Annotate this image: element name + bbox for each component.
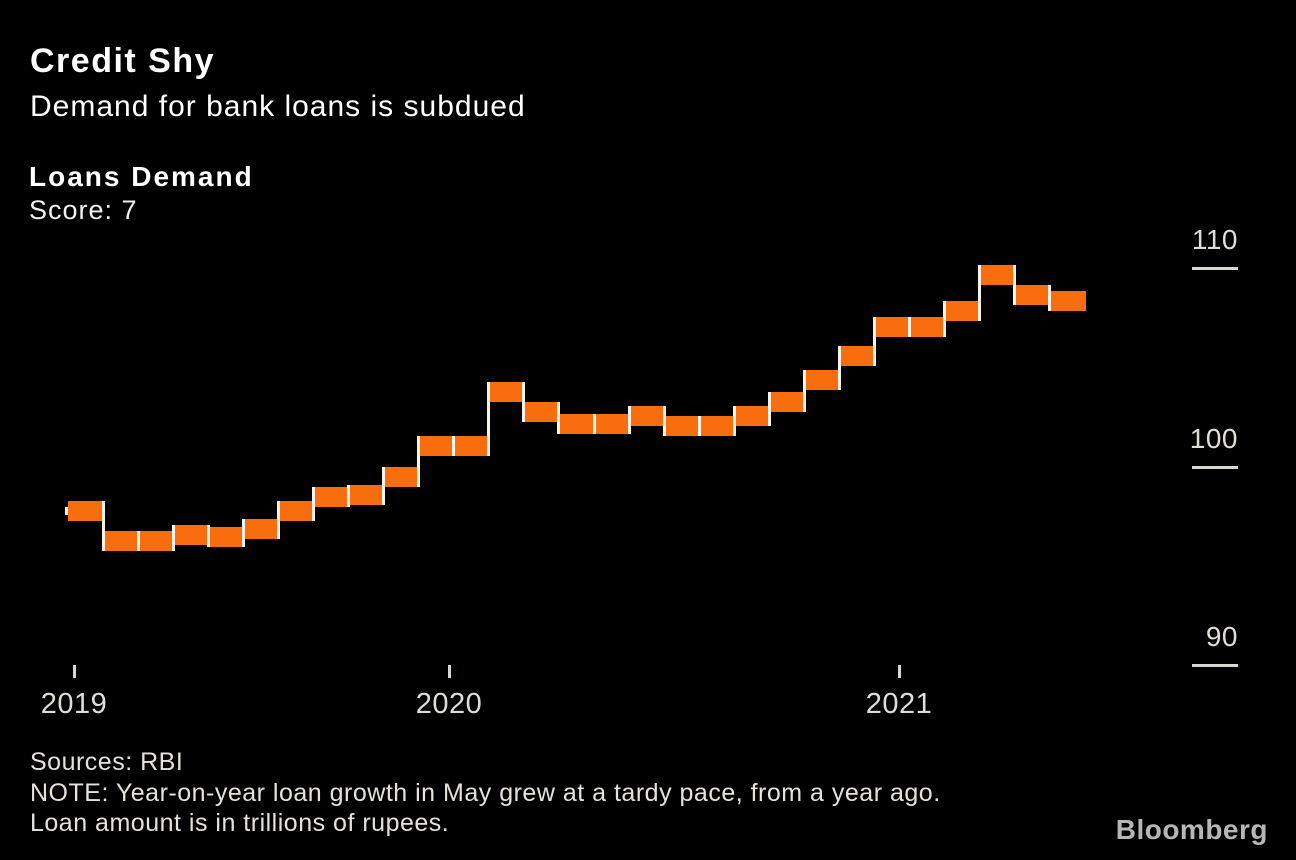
legend-score-value: Score: 7 bbox=[29, 195, 138, 225]
y-axis-label: 90 bbox=[1205, 621, 1238, 652]
bar-segment bbox=[173, 524, 210, 545]
step-connector bbox=[136, 530, 140, 551]
x-axis-label: 2019 bbox=[40, 688, 108, 720]
bar-segment bbox=[979, 264, 1016, 285]
bar-segment bbox=[313, 487, 350, 508]
step-connector bbox=[1048, 284, 1052, 311]
step-connector bbox=[347, 485, 351, 508]
step-connector bbox=[732, 405, 736, 436]
step-connector bbox=[206, 524, 210, 547]
legend-series-label: Loans Demand bbox=[29, 161, 254, 192]
bar-segment bbox=[909, 316, 946, 337]
bar-segment bbox=[453, 435, 490, 456]
bar-segment bbox=[699, 415, 736, 436]
step-connector bbox=[802, 370, 806, 412]
step-connector bbox=[978, 264, 982, 321]
bar-segment bbox=[769, 391, 806, 412]
x-axis-tick bbox=[72, 665, 76, 678]
step-connector bbox=[908, 316, 912, 337]
bar-segment bbox=[594, 413, 630, 434]
step-connector bbox=[627, 405, 631, 434]
y-axis-tick bbox=[1192, 465, 1238, 469]
x-axis-label: 2021 bbox=[865, 688, 933, 720]
step-connector bbox=[382, 467, 386, 506]
step-connector bbox=[487, 382, 491, 456]
y-axis-tick bbox=[1192, 267, 1238, 270]
step-connector bbox=[592, 413, 596, 434]
bar-segment bbox=[383, 467, 420, 488]
step-connector bbox=[452, 435, 456, 456]
step-connector bbox=[943, 300, 947, 337]
step-connector bbox=[557, 401, 561, 434]
bar-segment bbox=[1049, 290, 1086, 311]
step-connector bbox=[767, 391, 771, 426]
bar-segment bbox=[558, 413, 595, 434]
bar-segment bbox=[418, 435, 455, 456]
step-connector bbox=[171, 524, 175, 551]
footnote-line-1: NOTE: Year-on-year loan growth in May gr… bbox=[30, 779, 941, 807]
y-axis-tick bbox=[1192, 664, 1238, 667]
x-axis-tick bbox=[447, 665, 451, 678]
bar-segment bbox=[523, 401, 560, 422]
footnote-line-2: Loan amount is in trillions of rupees. bbox=[30, 809, 450, 837]
step-connector bbox=[662, 405, 666, 436]
bar-segment bbox=[804, 370, 841, 391]
step-connector bbox=[101, 501, 105, 551]
step-connector bbox=[1013, 264, 1017, 305]
step-connector bbox=[241, 519, 245, 547]
bar-segment bbox=[944, 300, 981, 321]
page-title: Credit Shy bbox=[30, 42, 216, 80]
x-axis-label: 2020 bbox=[415, 688, 483, 720]
step-connector bbox=[311, 487, 315, 522]
bar-segment bbox=[68, 501, 104, 522]
bar-segment bbox=[734, 405, 771, 426]
series-start-connector bbox=[65, 507, 68, 516]
page-subtitle: Demand for bank loans is subdued bbox=[30, 90, 526, 123]
sources-text: Sources: RBI bbox=[30, 748, 184, 776]
bar-segment bbox=[1014, 284, 1051, 305]
step-connector bbox=[873, 316, 877, 367]
bar-segment bbox=[278, 501, 315, 522]
bar-segment bbox=[629, 405, 665, 426]
step-connector bbox=[522, 382, 526, 422]
bar-segment bbox=[138, 530, 174, 551]
bar-segment bbox=[664, 415, 701, 436]
step-connector bbox=[697, 415, 701, 436]
bar-segment bbox=[103, 530, 139, 551]
y-axis-label: 100 bbox=[1189, 422, 1238, 454]
bloomberg-logo: Bloomberg bbox=[1115, 814, 1268, 845]
step-connector bbox=[417, 435, 421, 488]
step-connector bbox=[838, 346, 842, 391]
step-connector bbox=[276, 501, 280, 539]
bar-segment bbox=[243, 519, 280, 540]
y-axis-label: 110 bbox=[1191, 224, 1238, 255]
bar-segment bbox=[488, 382, 525, 403]
bar-segment bbox=[208, 526, 245, 547]
bar-segment bbox=[874, 316, 911, 337]
x-axis-tick bbox=[897, 665, 901, 678]
bar-segment bbox=[839, 346, 876, 367]
bar-segment bbox=[348, 485, 385, 506]
